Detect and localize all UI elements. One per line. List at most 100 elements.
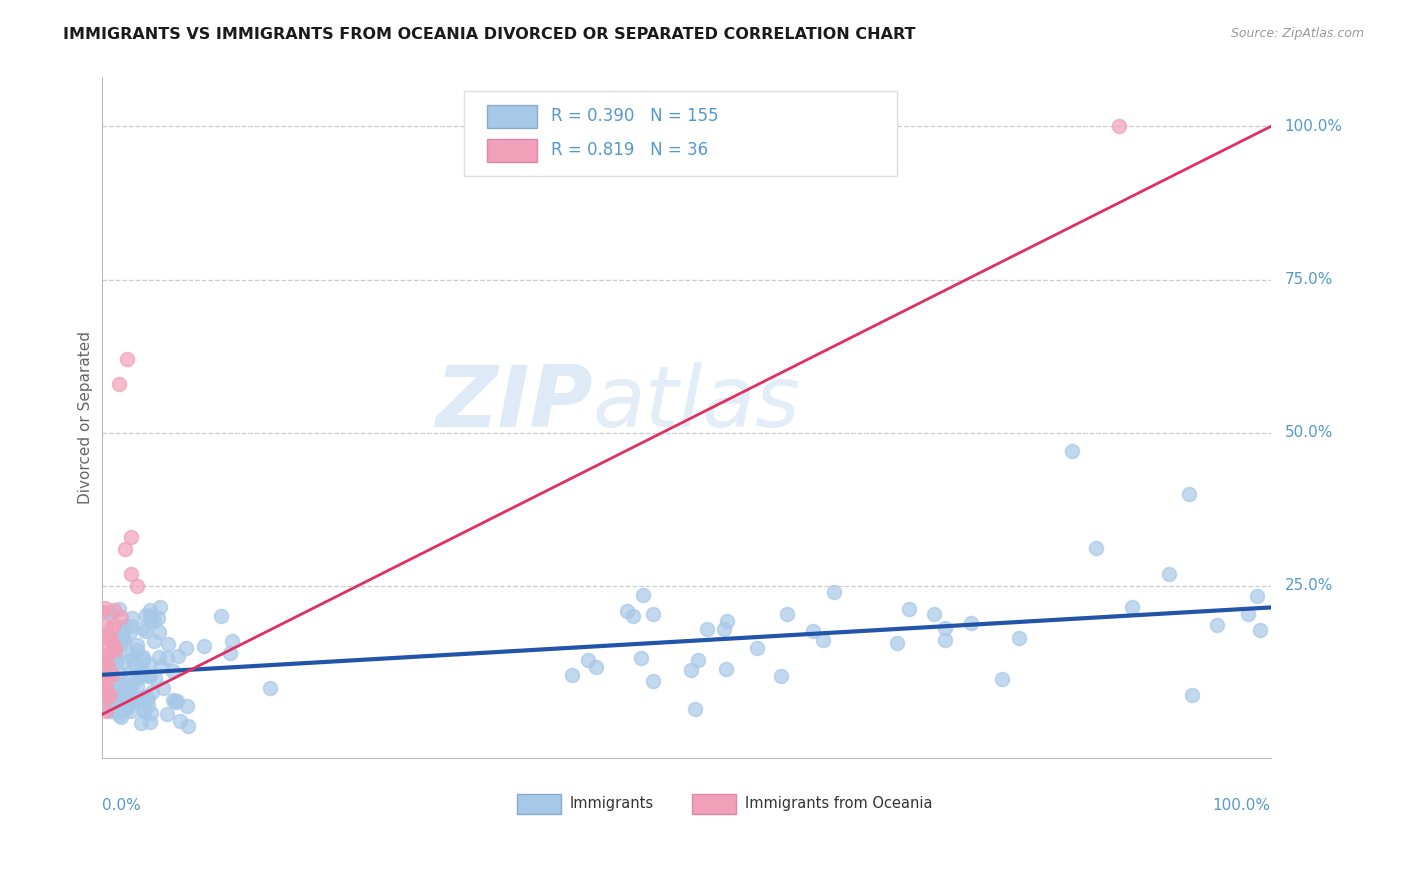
Point — [120, 619, 142, 633]
Point — [129, 663, 152, 677]
Point — [148, 611, 170, 625]
Point — [776, 607, 799, 621]
Point — [104, 693, 127, 707]
Point — [114, 542, 136, 557]
Point — [105, 677, 128, 691]
Point — [169, 714, 191, 728]
Point — [141, 706, 163, 720]
Point — [132, 703, 155, 717]
Point — [110, 609, 132, 624]
Point — [120, 530, 142, 544]
Point — [112, 623, 135, 637]
Point — [934, 622, 956, 636]
Point — [142, 614, 165, 628]
Y-axis label: Divorced or Separated: Divorced or Separated — [79, 331, 93, 504]
Point — [115, 701, 138, 715]
Point — [166, 648, 188, 663]
Point — [162, 664, 184, 678]
Point — [1181, 688, 1204, 702]
Point — [1178, 487, 1201, 501]
Point — [1236, 607, 1258, 621]
Point — [139, 714, 162, 729]
Point — [103, 637, 125, 651]
Point — [585, 659, 607, 673]
Point — [108, 677, 131, 691]
Point — [143, 672, 166, 686]
Point — [96, 641, 118, 656]
Point — [103, 618, 125, 632]
Point — [934, 633, 956, 648]
Point — [801, 624, 824, 638]
Point — [118, 691, 141, 706]
Text: R = 0.819   N = 36: R = 0.819 N = 36 — [551, 141, 707, 159]
Point — [148, 625, 170, 640]
Point — [132, 704, 155, 718]
Point — [770, 669, 793, 683]
Text: Immigrants: Immigrants — [569, 797, 654, 812]
Point — [1060, 444, 1083, 458]
Point — [681, 663, 703, 677]
Text: 0.0%: 0.0% — [101, 798, 141, 814]
Point — [641, 607, 664, 621]
Point — [96, 629, 118, 643]
Point — [176, 698, 198, 713]
Point — [139, 608, 162, 623]
FancyBboxPatch shape — [464, 91, 897, 176]
Point — [118, 666, 141, 681]
Point — [811, 633, 834, 648]
Point — [641, 674, 664, 689]
Point — [209, 609, 232, 624]
Point — [97, 689, 120, 703]
Point — [259, 681, 281, 695]
Point — [91, 605, 114, 619]
Point — [127, 679, 149, 693]
Point — [149, 659, 172, 673]
Point — [132, 667, 155, 681]
Point — [96, 654, 118, 668]
Point — [561, 667, 583, 681]
Point — [118, 625, 141, 640]
Text: Source: ZipAtlas.com: Source: ZipAtlas.com — [1230, 27, 1364, 40]
Point — [221, 634, 243, 648]
Point — [152, 681, 174, 696]
Point — [96, 606, 118, 620]
Point — [93, 681, 115, 696]
Point — [1108, 120, 1130, 134]
Point — [139, 613, 162, 627]
Point — [716, 662, 738, 676]
Point — [121, 652, 143, 666]
Point — [94, 673, 117, 688]
Point — [1249, 623, 1271, 637]
Point — [132, 653, 155, 667]
Point — [98, 693, 121, 707]
Point — [136, 698, 159, 712]
Point — [745, 641, 768, 656]
Point — [121, 676, 143, 690]
Text: ZIP: ZIP — [434, 362, 593, 445]
Point — [128, 669, 150, 683]
Point — [219, 646, 242, 660]
Point — [108, 639, 131, 653]
Point — [100, 643, 122, 657]
Point — [100, 632, 122, 646]
Point — [94, 620, 117, 634]
Point — [165, 694, 187, 708]
Point — [93, 690, 115, 705]
Point — [960, 616, 983, 631]
Point — [886, 636, 908, 650]
Point — [97, 661, 120, 675]
FancyBboxPatch shape — [516, 794, 561, 814]
Point — [98, 687, 121, 701]
Point — [94, 686, 117, 700]
Point — [118, 698, 141, 712]
Point — [149, 599, 172, 614]
Point — [125, 692, 148, 706]
Point — [922, 607, 945, 621]
Text: R = 0.390   N = 155: R = 0.390 N = 155 — [551, 107, 718, 125]
Point — [103, 602, 125, 616]
Point — [91, 684, 114, 698]
Point — [165, 695, 187, 709]
Point — [127, 642, 149, 657]
Text: 25.0%: 25.0% — [1285, 579, 1333, 593]
Point — [132, 621, 155, 635]
